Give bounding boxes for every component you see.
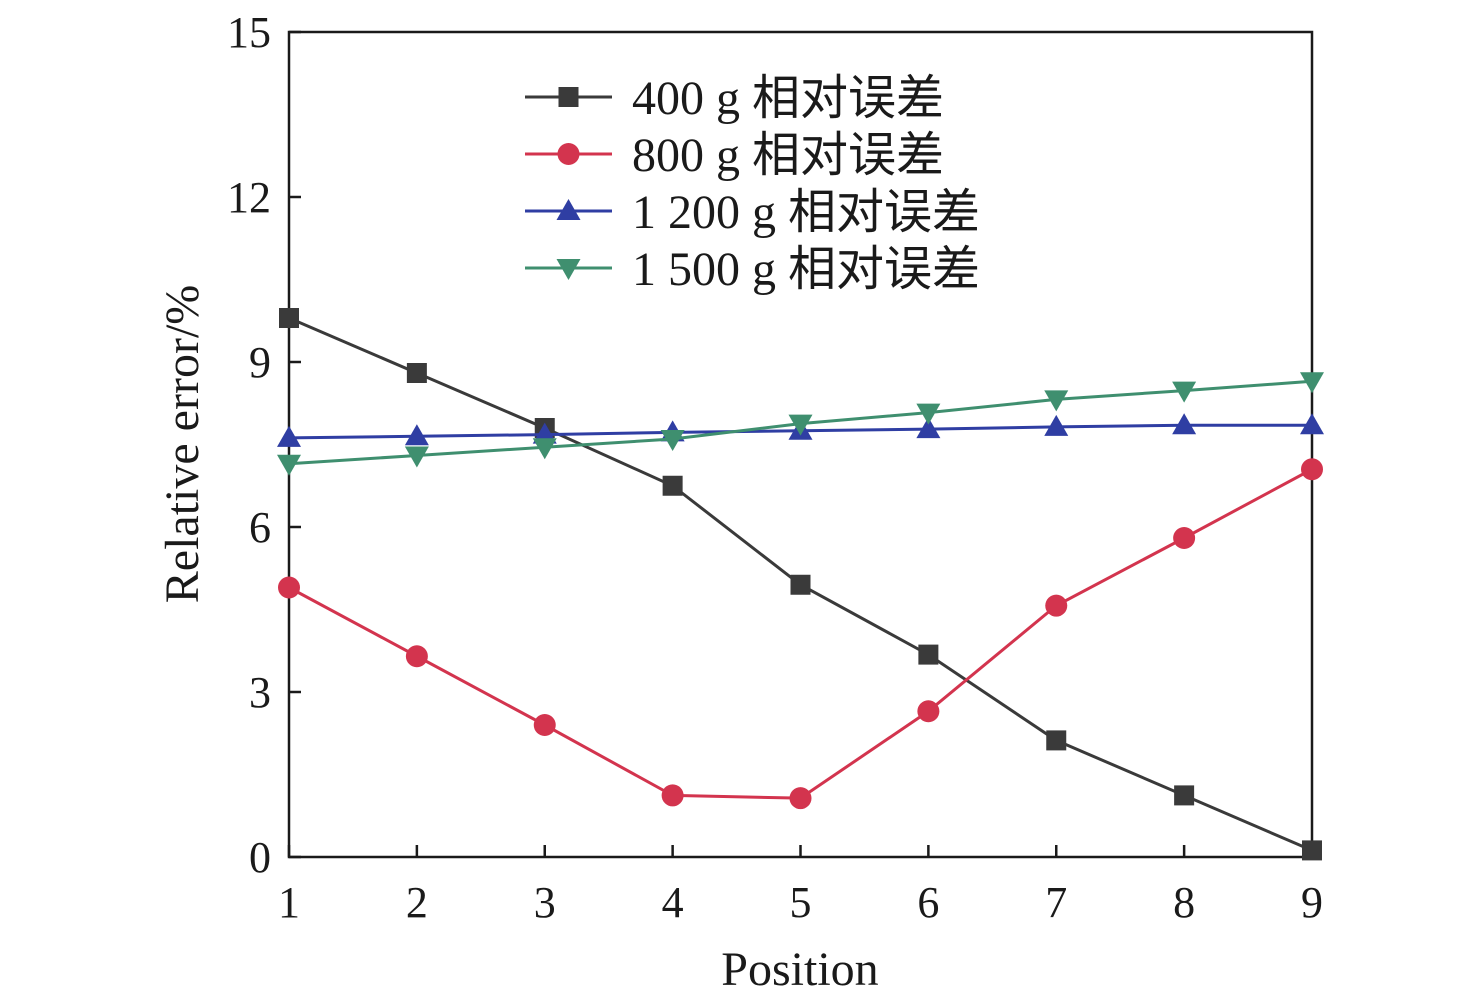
legend-item: 400 g 相对误差 xyxy=(525,72,944,125)
x-tick-label: 5 xyxy=(790,878,812,927)
x-tick-label: 1 xyxy=(278,878,300,927)
data-point xyxy=(404,446,429,468)
legend-marker xyxy=(558,87,579,107)
data-point xyxy=(533,714,556,736)
y-tick-label: 12 xyxy=(227,173,271,222)
data-point xyxy=(1172,381,1197,403)
data-point xyxy=(404,424,429,446)
x-tick-label: 8 xyxy=(1173,878,1195,927)
data-point xyxy=(918,644,939,665)
legend-item: 800 g 相对误差 xyxy=(525,129,944,182)
legend-label: 800 g 相对误差 xyxy=(632,129,944,182)
data-point xyxy=(660,430,685,451)
data-point xyxy=(532,438,557,460)
series-line xyxy=(288,467,1313,800)
legend-label: 1 500 g 相对误差 xyxy=(632,243,980,296)
data-point xyxy=(1046,730,1067,751)
y-axis-title: Relative error/% xyxy=(156,285,209,604)
data-point xyxy=(1044,390,1069,412)
y-tick-label: 9 xyxy=(249,338,271,387)
y-axis: 0 3 6 9 12 15 xyxy=(227,8,301,882)
data-point xyxy=(1045,594,1068,617)
y-tick-label: 0 xyxy=(249,833,271,882)
x-axis-title: Position xyxy=(721,943,878,996)
data-point xyxy=(1174,785,1195,806)
data-point xyxy=(1172,413,1197,435)
data-point xyxy=(1044,414,1069,436)
data-point xyxy=(662,475,683,496)
data-point xyxy=(1301,458,1323,481)
data-point xyxy=(277,454,301,476)
x-tick-label: 3 xyxy=(534,878,556,927)
x-tick-label: 6 xyxy=(917,878,939,927)
data-point xyxy=(790,574,811,595)
legend-marker xyxy=(556,199,581,220)
data-point xyxy=(277,425,301,447)
legend-label: 1 200 g 相对误差 xyxy=(632,186,980,239)
data-point xyxy=(1173,527,1196,549)
data-point xyxy=(1302,840,1322,861)
data-point xyxy=(1300,372,1324,394)
legend-label: 400 g 相对误差 xyxy=(632,72,944,125)
data-point xyxy=(406,363,427,383)
data-point xyxy=(1300,413,1324,435)
x-tick-label: 2 xyxy=(406,878,428,927)
legend-item: 1 500 g 相对误差 xyxy=(525,243,980,296)
x-tick-label: 4 xyxy=(662,878,684,927)
series-3 xyxy=(277,372,1324,476)
data-point xyxy=(789,787,812,810)
data-point xyxy=(916,417,941,439)
legend-marker xyxy=(557,143,580,165)
data-point xyxy=(405,645,428,668)
data-point xyxy=(278,576,300,599)
data-point xyxy=(279,308,299,328)
data-point xyxy=(917,700,940,723)
legend-marker xyxy=(556,259,581,280)
data-point xyxy=(661,784,684,807)
series-layer xyxy=(277,308,1324,861)
y-tick-label: 6 xyxy=(249,503,271,552)
y-tick-label: 15 xyxy=(227,8,271,57)
data-point xyxy=(916,403,941,425)
series-1 xyxy=(278,458,1323,810)
x-tick-label: 7 xyxy=(1045,878,1067,927)
legend-item: 1 200 g 相对误差 xyxy=(525,186,980,239)
y-tick-label: 3 xyxy=(249,668,271,717)
x-tick-label: 9 xyxy=(1301,878,1323,927)
data-point xyxy=(788,414,813,436)
